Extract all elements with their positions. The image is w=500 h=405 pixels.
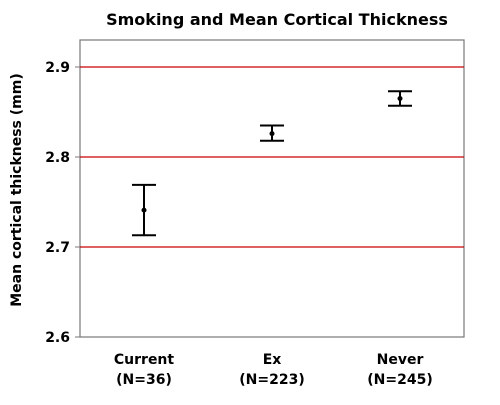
x-tick-label: Never — [377, 352, 424, 368]
y-axis-label: Mean cortical thickness (mm) — [9, 73, 25, 307]
y-tick-label: 2.8 — [45, 150, 70, 166]
mean-point — [269, 131, 275, 137]
y-tick-label: 2.9 — [45, 60, 70, 76]
x-tick-sample-size: (N=36) — [116, 372, 172, 388]
error-bar-current — [132, 183, 156, 237]
y-tick-label: 2.6 — [45, 330, 70, 346]
mean-point — [141, 207, 147, 213]
x-tick-label: Ex — [263, 352, 282, 368]
error-bars — [132, 90, 412, 237]
plot-area — [79, 39, 465, 338]
x-tick-label: Current — [114, 352, 175, 368]
x-tick-sample-size: (N=223) — [239, 372, 304, 388]
error-bar-never — [388, 90, 412, 107]
x-tick-sample-size: (N=245) — [367, 372, 432, 388]
mean-point — [397, 96, 403, 101]
error-bar-ex — [260, 124, 284, 142]
chart-title: Smoking and Mean Cortical Thickness — [106, 10, 448, 29]
y-tick-label: 2.7 — [45, 240, 70, 256]
y-axis-ticks: 2.6 2.7 2.8 2.9 — [45, 60, 80, 346]
gridlines — [80, 66, 464, 248]
x-axis-ticks: Current (N=36) Ex (N=223) Never (N=245) — [114, 352, 433, 388]
